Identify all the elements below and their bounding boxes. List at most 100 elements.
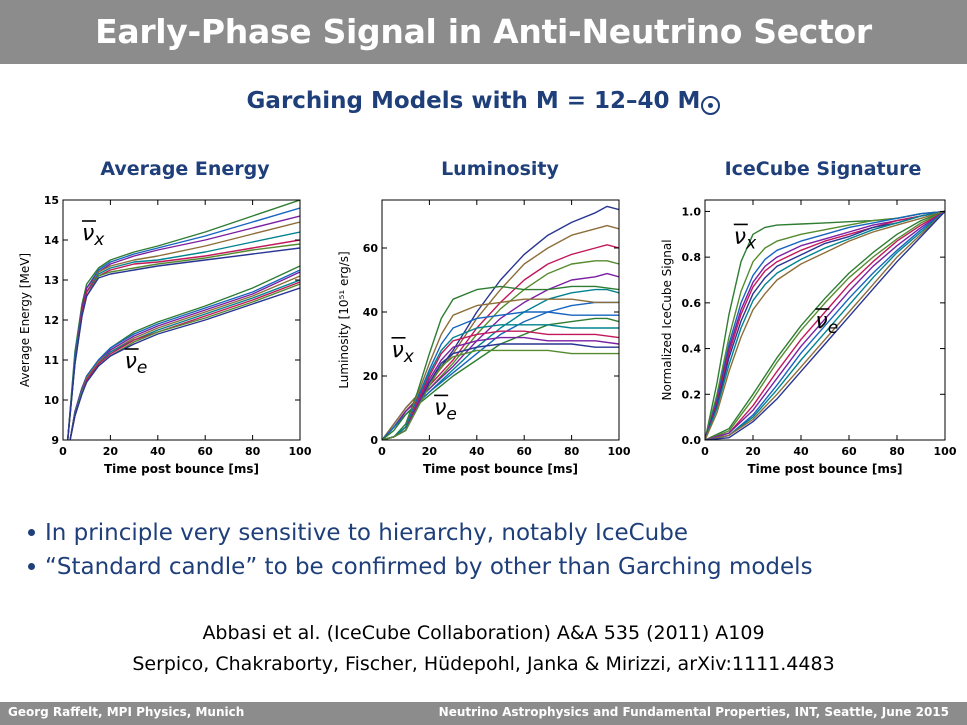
x-tick-label: 100: [289, 445, 312, 458]
x-tick-label: 0: [701, 445, 709, 458]
x-tick-label: 40: [469, 445, 485, 458]
annotation-subscript: e: [137, 358, 147, 378]
chart-title-luminosity: Luminosity: [441, 158, 559, 180]
x-tick-label: 80: [564, 445, 580, 458]
y-tick-label: 13: [44, 274, 59, 287]
annotation-subscript: x: [93, 230, 105, 250]
x-tick-label: 0: [378, 445, 386, 458]
slide-title: Early-Phase Signal in Anti-Neutrino Sect…: [95, 12, 872, 51]
slide-subtitle: Garching Models with M = 12–40 M: [0, 88, 967, 115]
annotation-base: ν: [391, 338, 403, 363]
x-tick-label: 100: [608, 445, 631, 458]
annotation-nu-x: νx: [82, 221, 105, 250]
y-axis-label: Normalized IceCube Signal: [660, 239, 674, 400]
series-line-nu-e-14: [705, 210, 945, 440]
x-tick-label: 80: [889, 445, 905, 458]
series-line-nu-e-9: [705, 210, 945, 440]
series-line-nu-e-13: [705, 210, 945, 440]
y-tick-label: 0: [370, 434, 378, 447]
series-line-nu-e-8: [705, 210, 945, 440]
annotation-base: ν: [815, 309, 827, 334]
annotation-subscript: x: [745, 233, 757, 253]
annotation-base: ν: [734, 224, 746, 249]
x-tick-label: 60: [517, 445, 533, 458]
y-tick-label: 0.8: [682, 251, 702, 264]
y-tick-label: 0.6: [682, 297, 702, 310]
series-line-nu-e-12: [705, 210, 945, 440]
series-line-nu-x-4: [382, 272, 619, 440]
annotation-nu-e: νe: [815, 309, 838, 338]
y-axis-label: Luminosity [10⁵¹ erg/s]: [337, 251, 351, 388]
footer-event: Neutrino Astrophysics and Fundamental Pr…: [438, 705, 949, 719]
series-group: [67, 200, 300, 440]
reference-1: Abbasi et al. (IceCube Collaboration) A&…: [202, 622, 765, 644]
x-axis-label: Time post bounce [ms]: [104, 462, 259, 476]
series-line-nu-e-15: [382, 349, 619, 440]
x-tick-label: 0: [59, 445, 67, 458]
subtitle-text: Garching Models with M = 12–40 M: [246, 88, 701, 114]
series-group: [382, 205, 619, 440]
y-tick-label: 0.4: [682, 343, 702, 356]
series-line-nu-e-10: [705, 210, 945, 440]
reference-2: Serpico, Chakraborty, Fischer, Hüdepohl,…: [132, 653, 835, 675]
y-tick-label: 11: [44, 354, 59, 367]
series-line-nu-x-3: [67, 221, 300, 440]
x-tick-label: 100: [934, 445, 957, 458]
bullet-item: In principle very sensitive to hierarchy…: [28, 516, 813, 550]
x-tick-label: 20: [745, 445, 761, 458]
series-line-nu-e-11: [382, 324, 619, 440]
series-line-nu-x-7: [382, 317, 619, 440]
x-tick-label: 20: [103, 445, 119, 458]
series-line-nu-x-2: [705, 210, 945, 440]
y-tick-label: 0.2: [682, 388, 702, 401]
chart-title-average-energy: Average Energy: [100, 158, 270, 180]
annotation-nu-e: νe: [125, 349, 148, 378]
series-line-nu-x-6: [705, 210, 945, 440]
footer-bar: [0, 702, 967, 725]
series-line-nu-e-15: [705, 210, 945, 440]
bullet-dot: [28, 529, 35, 536]
x-tick-label: 40: [793, 445, 809, 458]
series-line-nu-x-1: [382, 224, 619, 440]
y-tick-label: 40: [363, 306, 379, 319]
x-tick-label: 20: [422, 445, 438, 458]
x-tick-label: 40: [150, 445, 166, 458]
plot-frame: [381, 199, 620, 441]
chart-luminosity: 0 20 40 60 80 100 0 20 40 60 Time post bounce [ms]…: [337, 199, 631, 476]
chart-average-energy: 0 20 40 60 80 100 9 10 11 12 13 14 15 Time post bounc…: [18, 194, 312, 476]
series-group: [705, 210, 945, 440]
series-line-nu-e-11: [705, 210, 945, 440]
series-line-nu-e-8: [382, 285, 619, 440]
series-line-nu-x-4: [705, 210, 945, 440]
annotation-subscript: x: [403, 347, 415, 367]
y-tick-label: 12: [44, 314, 59, 327]
x-tick-label: 60: [198, 445, 214, 458]
series-line-nu-e-15: [69, 287, 300, 440]
chart-icecube-signature: 0 20 40 60 80 100 0.0 0.2 0.4 0.6 0.8 1.0 Time post …: [660, 199, 957, 476]
bullet-item: “Standard candle” to be confirmed by oth…: [28, 550, 813, 584]
bullet-dot: [28, 563, 35, 570]
annotation-subscript: e: [828, 318, 838, 338]
series-line-nu-e-12: [382, 330, 619, 440]
annotation-nu-x: νx: [734, 224, 757, 253]
bullet-list: In principle very sensitive to hierarchy…: [28, 516, 813, 584]
chart-title-icecube: IceCube Signature: [724, 158, 922, 180]
bullet-text: “Standard candle” to be confirmed by oth…: [45, 554, 813, 580]
x-axis-label: Time post bounce [ms]: [423, 462, 578, 476]
series-line-nu-x-2: [382, 244, 619, 440]
y-axis-label: Average Energy [MeV]: [18, 253, 32, 387]
y-tick-label: 15: [44, 194, 59, 207]
annotation-base: ν: [125, 349, 137, 374]
annotation-nu-x: νx: [391, 338, 414, 367]
footer-author: Georg Raffelt, MPI Physics, Munich: [8, 705, 245, 719]
x-tick-label: 80: [245, 445, 261, 458]
y-tick-label: 10: [44, 394, 60, 407]
series-line-nu-x-6: [382, 301, 619, 440]
y-tick-label: 0.0: [682, 434, 702, 447]
sun-symbol-icon: [701, 96, 721, 115]
annotation-nu-e: νe: [434, 395, 457, 424]
series-line-nu-e-14: [69, 283, 300, 440]
plot-frame: [704, 199, 946, 441]
annotation-subscript: e: [446, 404, 456, 424]
y-tick-label: 1.0: [682, 205, 702, 218]
